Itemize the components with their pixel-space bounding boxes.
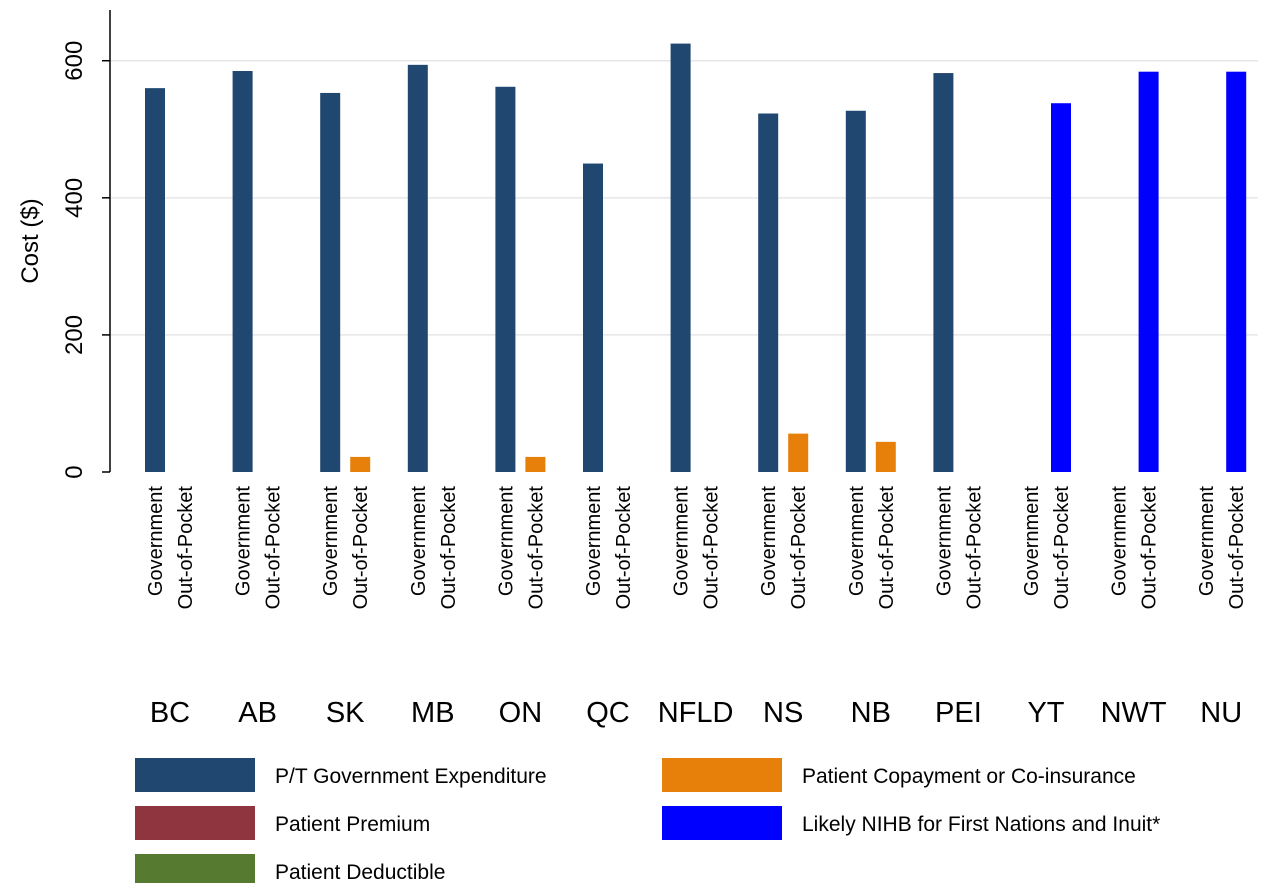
legend-swatch	[135, 758, 255, 792]
bar	[350, 456, 371, 472]
bar	[583, 163, 603, 472]
bar	[320, 92, 341, 473]
bar	[845, 110, 866, 473]
category-label: PEI	[935, 697, 982, 729]
legend-swatch	[662, 806, 782, 840]
subcategory-label: Government	[233, 486, 255, 596]
category-label: YT	[1027, 697, 1064, 729]
category-label: NWT	[1101, 697, 1167, 729]
y-tick-label: 200	[61, 315, 88, 355]
bar	[933, 73, 954, 472]
category-label: NU	[1200, 697, 1242, 729]
category-label: NFLD	[658, 697, 734, 729]
y-tick-label: 400	[61, 178, 88, 218]
bar	[525, 456, 546, 472]
subcategory-label: Government	[320, 486, 342, 596]
subcategory-label: Out-of-Pocket	[438, 486, 460, 610]
subcategory-label: Government	[1109, 486, 1131, 596]
subcategory-label: Out-of-Pocket	[175, 486, 197, 610]
subcategory-label: Out-of-Pocket	[701, 486, 723, 610]
subcategory-label: Out-of-Pocket	[525, 486, 547, 610]
subcategory-label: Out-of-Pocket	[963, 486, 985, 610]
subcategory-label: Government	[846, 486, 868, 596]
subcategory-label: Out-of-Pocket	[788, 486, 810, 610]
category-label: ON	[499, 697, 543, 729]
bar	[758, 113, 779, 472]
legend-label: Likely NIHB for First Nations and Inuit*	[802, 813, 1160, 836]
bar	[495, 86, 516, 472]
subcategory-label: Government	[495, 486, 517, 596]
subcategory-label: Out-of-Pocket	[613, 486, 635, 610]
category-label: MB	[411, 697, 455, 729]
bar	[1138, 71, 1159, 472]
subcategory-label: Out-of-Pocket	[1139, 486, 1161, 610]
subcategory-label: Government	[408, 486, 430, 596]
y-tick-label: 0	[61, 465, 88, 478]
category-label: SK	[326, 697, 365, 729]
bar	[1226, 71, 1247, 472]
subcategory-label: Government	[583, 486, 605, 596]
subcategory-label: Out-of-Pocket	[350, 486, 372, 610]
legend-label: Patient Deductible	[275, 861, 445, 883]
subcategory-label: Government	[758, 486, 780, 596]
subcategory-label: Out-of-Pocket	[263, 486, 285, 610]
subcategory-label: Government	[671, 486, 693, 596]
legend-swatch	[662, 758, 782, 792]
legend-label: P/T Government Expenditure	[275, 765, 547, 788]
bar	[670, 43, 691, 473]
subcategory-label: Out-of-Pocket	[876, 486, 898, 610]
subcategory-label: Government	[1196, 486, 1218, 596]
y-tick-label: 600	[61, 41, 88, 81]
legend-swatch	[135, 854, 255, 883]
category-label: BC	[150, 697, 190, 729]
legend-label: Patient Copayment or Co-insurance	[802, 765, 1136, 788]
bar	[1051, 103, 1071, 473]
subcategory-label: Government	[933, 486, 955, 596]
category-label: NB	[851, 697, 891, 729]
bar	[788, 433, 809, 472]
subcategory-label: Out-of-Pocket	[1051, 486, 1073, 610]
category-label: AB	[238, 697, 277, 729]
subcategory-label: Out-of-Pocket	[1226, 486, 1248, 610]
bar	[232, 71, 253, 473]
bar	[875, 441, 896, 472]
bar	[145, 88, 165, 473]
legend-swatch	[135, 806, 255, 840]
y-axis-title: Cost ($)	[17, 198, 44, 283]
category-label: NS	[763, 697, 803, 729]
legend-label: Patient Premium	[275, 813, 430, 836]
bar	[407, 64, 428, 472]
category-label: QC	[586, 697, 630, 729]
subcategory-label: Government	[145, 486, 167, 596]
subcategory-label: Government	[1021, 486, 1043, 596]
